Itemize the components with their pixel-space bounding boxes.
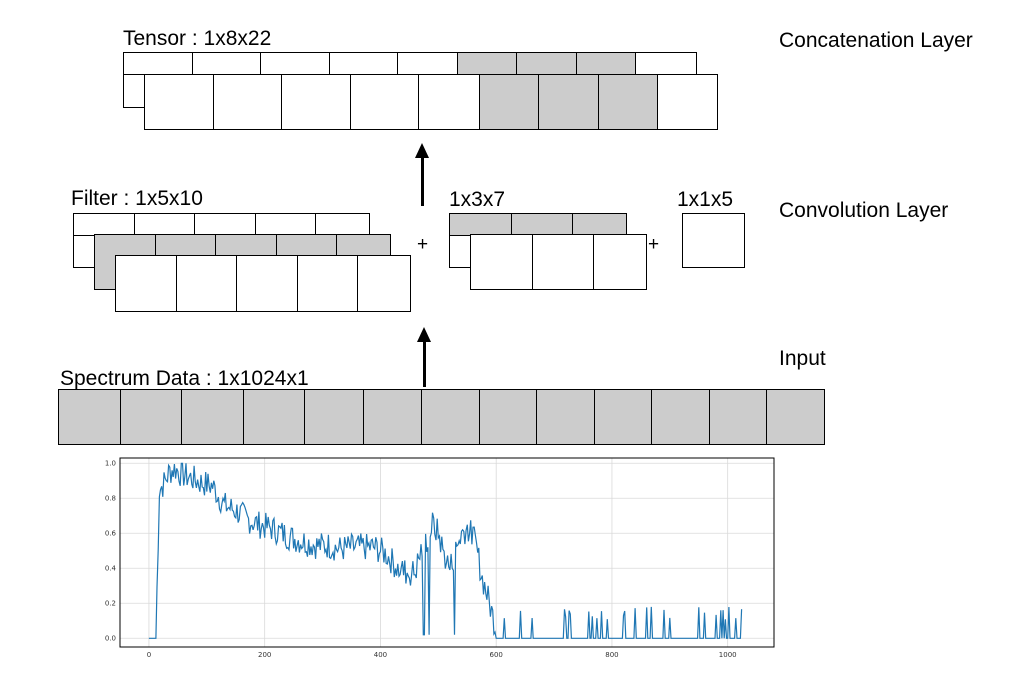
conv-layer-label: Convolution Layer — [779, 199, 949, 222]
filter-cell — [175, 255, 238, 312]
y-tick-label: 0.0 — [105, 634, 116, 642]
plus-sign-2: + — [648, 234, 660, 255]
y-tick-label: 0.4 — [105, 564, 117, 572]
tensor-cell — [281, 74, 351, 130]
arrow-up-conv-to-concat — [421, 156, 424, 206]
plus-sign: + — [417, 234, 429, 255]
input-layer-label: Input — [779, 347, 826, 370]
filter2-cell — [470, 234, 533, 290]
input-cell — [766, 389, 825, 445]
concat-layer-label: Concatenation Layer — [779, 29, 973, 52]
input-cell — [119, 389, 183, 445]
filter2-label: 1x3x7 — [449, 188, 506, 211]
x-tick-label: 1000 — [719, 651, 737, 659]
x-tick-label: 400 — [374, 651, 387, 659]
filter-cell — [357, 255, 411, 312]
tensor-label: Tensor : 1x8x22 — [123, 27, 272, 50]
filter-cell — [115, 255, 177, 312]
input-cell — [536, 389, 595, 445]
filter3-cell — [682, 213, 745, 268]
input-cell — [304, 389, 364, 445]
filter-cell — [296, 255, 359, 312]
filter-front-row — [115, 255, 411, 312]
tensor-cell — [418, 74, 480, 130]
tensor-back-row — [123, 52, 697, 75]
filter3-label: 1x1x5 — [677, 188, 734, 211]
filter-cell — [236, 255, 298, 312]
spectrum-line — [148, 462, 743, 639]
x-tick-label: 600 — [490, 651, 503, 659]
filter-label: Filter : 1x5x10 — [71, 187, 203, 210]
input-cell — [593, 389, 653, 445]
input-cell — [421, 389, 480, 445]
input-cell — [651, 389, 710, 445]
y-tick-label: 0.8 — [105, 494, 116, 502]
filter2-front-row — [470, 234, 647, 290]
filter-back-row — [73, 213, 370, 236]
tensor-cell — [657, 74, 718, 130]
input-row — [58, 389, 825, 445]
arrow-up-input-to-conv — [423, 340, 426, 387]
y-tick-label: 0.6 — [105, 529, 117, 537]
y-tick-label: 0.2 — [105, 599, 116, 607]
arrow-up-head-2 — [417, 327, 431, 342]
y-tick-label: 1.0 — [105, 459, 116, 467]
filter2-back-row — [449, 213, 627, 236]
x-tick-label: 0 — [147, 651, 151, 659]
tensor-cell — [538, 74, 599, 130]
arrow-up-head — [415, 143, 429, 158]
filter2-cell — [593, 234, 647, 290]
x-tick-label: 800 — [605, 651, 618, 659]
input-label: Spectrum Data : 1x1024x1 — [60, 367, 309, 390]
tensor-cell — [478, 74, 540, 130]
tensor-cell — [349, 74, 420, 130]
input-cell — [242, 389, 306, 445]
input-cell — [708, 389, 768, 445]
tensor-front-row — [144, 74, 718, 130]
input-cell — [181, 389, 244, 445]
x-tick-label: 200 — [258, 651, 271, 659]
input-cell — [478, 389, 538, 445]
filter2-cell — [531, 234, 595, 290]
plot-frame — [119, 457, 775, 648]
